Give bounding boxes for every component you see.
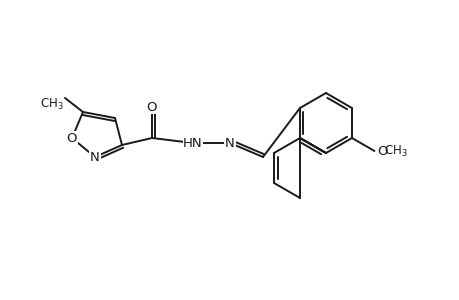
Text: CH$_3$: CH$_3$ <box>384 143 407 159</box>
Text: O: O <box>67 131 77 145</box>
Text: CH$_3$: CH$_3$ <box>40 97 64 112</box>
Text: O: O <box>377 145 387 158</box>
Text: O: O <box>146 100 157 113</box>
Text: N: N <box>90 151 100 164</box>
Text: N: N <box>224 136 235 149</box>
Text: HN: HN <box>183 136 202 149</box>
